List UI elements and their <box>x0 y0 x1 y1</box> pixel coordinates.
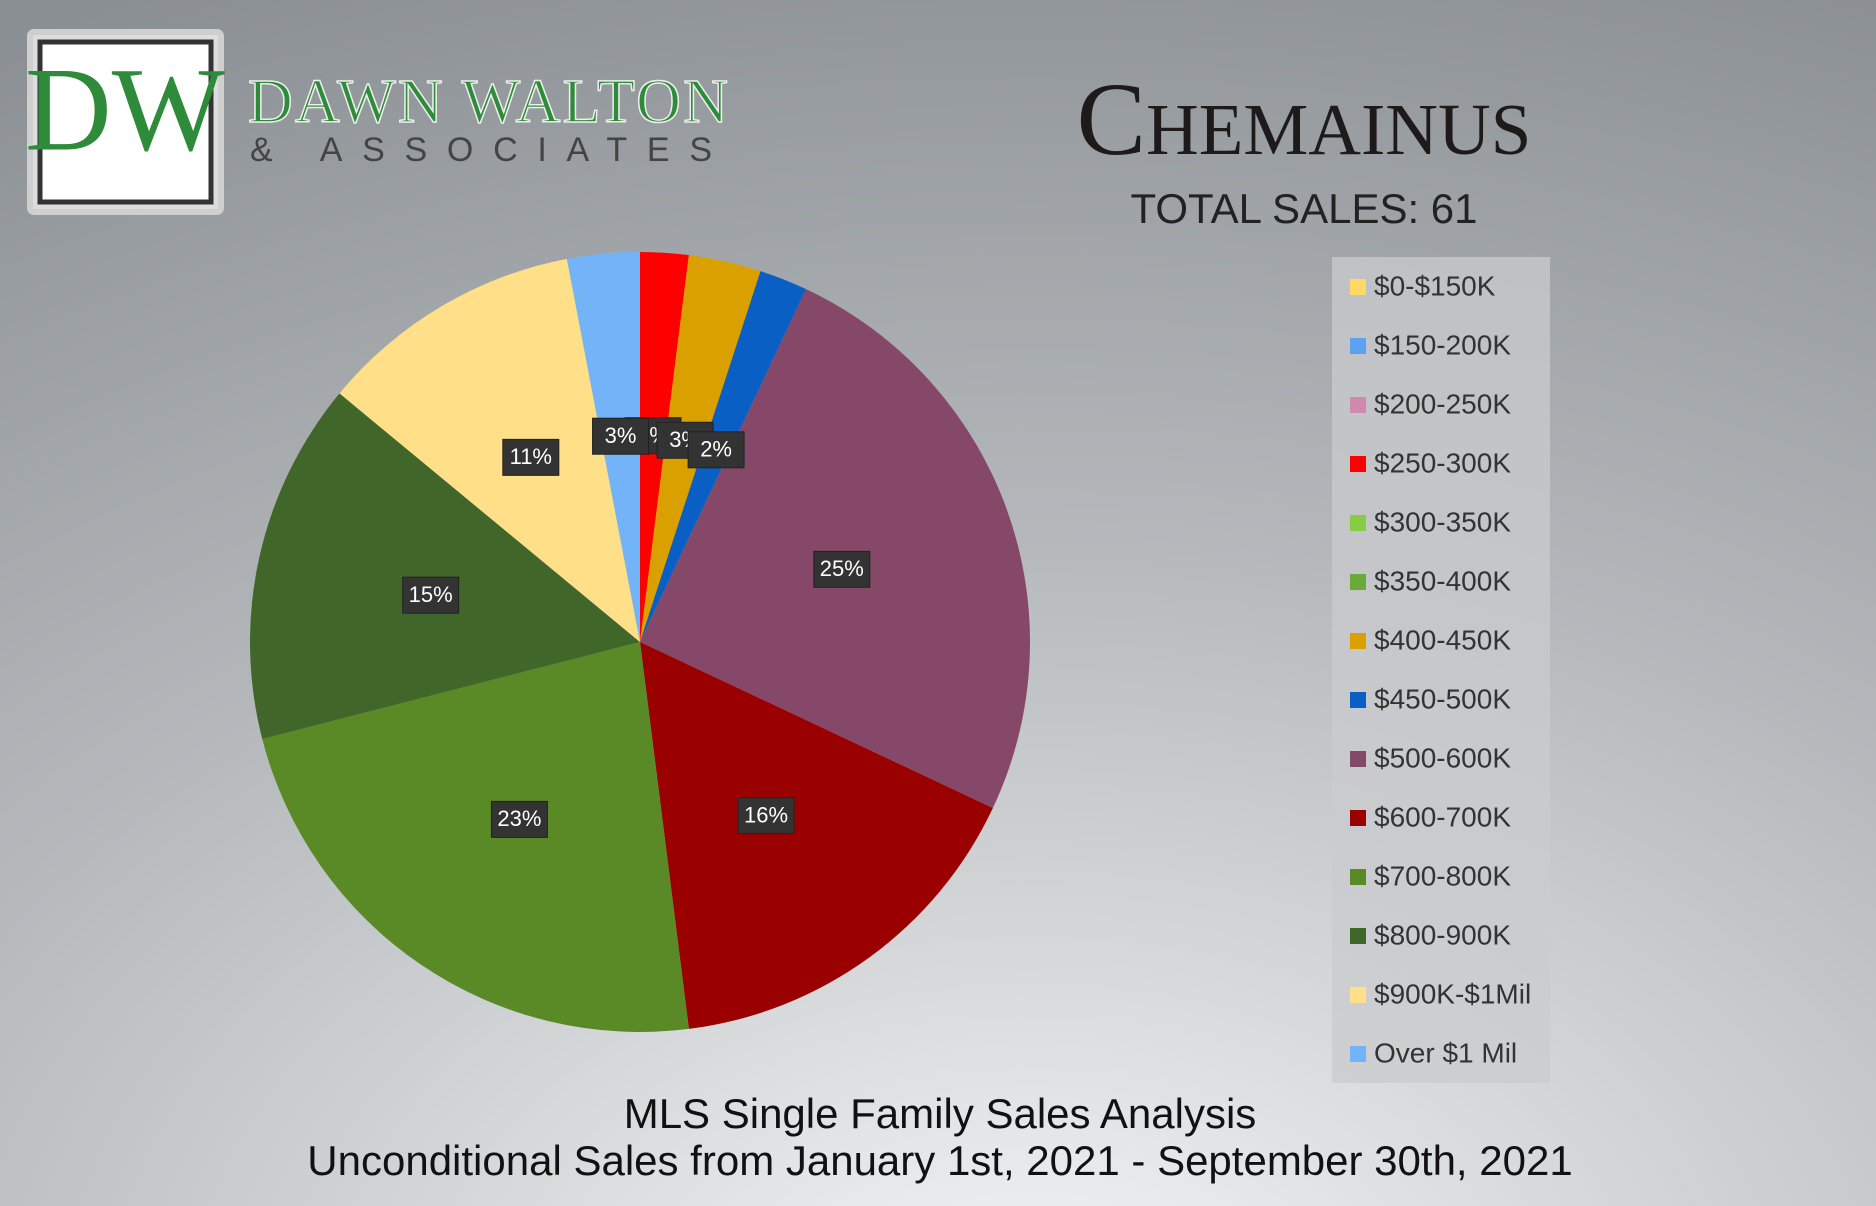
logo-initials: DW <box>25 43 226 176</box>
logo-name: DAWN WALTON <box>248 68 728 136</box>
data-label: 25% <box>820 556 864 581</box>
data-label-box <box>502 438 560 476</box>
pie-slice <box>640 289 1030 809</box>
data-label-box <box>813 550 871 588</box>
legend-label: $600-700K <box>1374 801 1511 832</box>
data-label-box <box>737 797 795 835</box>
data-label: 2% <box>700 437 732 462</box>
logo-tagline: & ASSOCIATES <box>250 131 726 169</box>
legend-box <box>1332 257 1550 1083</box>
legend-label: $900K-$1Mil <box>1374 978 1531 1009</box>
data-label: 11% <box>510 444 552 469</box>
chart-subtitle: TOTAL SALES: 61 <box>1130 185 1477 232</box>
logo: DW DAWN WALTON & ASSOCIATES <box>25 29 729 215</box>
legend-swatch <box>1350 751 1366 767</box>
legend-label: $0-$150K <box>1374 270 1496 301</box>
legend-swatch <box>1350 456 1366 472</box>
legend-swatch <box>1350 338 1366 354</box>
legend-label: $350-400K <box>1374 565 1511 596</box>
pie-slice <box>262 642 689 1032</box>
legend-swatch <box>1350 987 1366 1003</box>
legend-label: $150-200K <box>1374 329 1511 360</box>
legend-label: $450-500K <box>1374 683 1511 714</box>
legend-swatch <box>1350 633 1366 649</box>
legend-label: Over $1 Mil <box>1374 1037 1517 1068</box>
data-label: 15% <box>409 582 453 607</box>
pie-slice <box>249 393 641 739</box>
footer-line: MLS Single Family Sales Analysis <box>624 1090 1257 1137</box>
legend-swatch <box>1350 279 1366 295</box>
legend-label: $300-350K <box>1374 506 1511 537</box>
legend-label: $700-800K <box>1374 860 1511 891</box>
data-label-box <box>592 417 650 455</box>
legend-label: $800-900K <box>1374 919 1511 950</box>
legend-swatch <box>1350 1046 1366 1062</box>
legend-label: $200-250K <box>1374 388 1511 419</box>
legend-swatch <box>1350 515 1366 531</box>
logo-box <box>37 39 214 205</box>
legend-swatch <box>1350 928 1366 944</box>
legend-swatch <box>1350 692 1366 708</box>
data-label: 3% <box>605 423 637 448</box>
data-label: 23% <box>497 806 541 831</box>
footer-line: Unconditional Sales from January 1st, 20… <box>307 1137 1572 1184</box>
legend-label: $250-300K <box>1374 447 1511 478</box>
chart-title: Chemainus <box>1077 62 1532 177</box>
legend-swatch <box>1350 574 1366 590</box>
legend-swatch <box>1350 810 1366 826</box>
legend-label: $400-450K <box>1374 624 1511 655</box>
data-label: 16% <box>744 802 788 827</box>
data-label-box <box>490 800 548 838</box>
data-label-box <box>687 431 745 469</box>
pie-slice <box>640 642 993 1029</box>
data-label-box <box>402 576 460 614</box>
legend-swatch <box>1350 869 1366 885</box>
legend-swatch <box>1350 397 1366 413</box>
pie-slice <box>339 258 640 642</box>
legend-label: $500-600K <box>1374 742 1511 773</box>
